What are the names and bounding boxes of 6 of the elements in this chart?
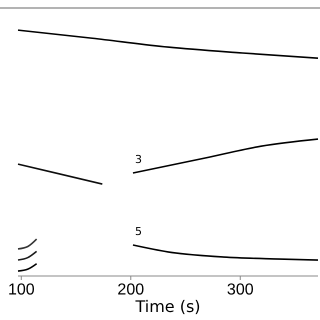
series-label: 3: [134, 152, 142, 166]
x-tick-label: 200: [117, 281, 144, 298]
x-tick-label: 100: [8, 281, 35, 298]
x-axis-title: Time (s): [134, 297, 201, 316]
series-label: 5: [134, 225, 142, 238]
x-tick-label: 300: [226, 281, 254, 298]
